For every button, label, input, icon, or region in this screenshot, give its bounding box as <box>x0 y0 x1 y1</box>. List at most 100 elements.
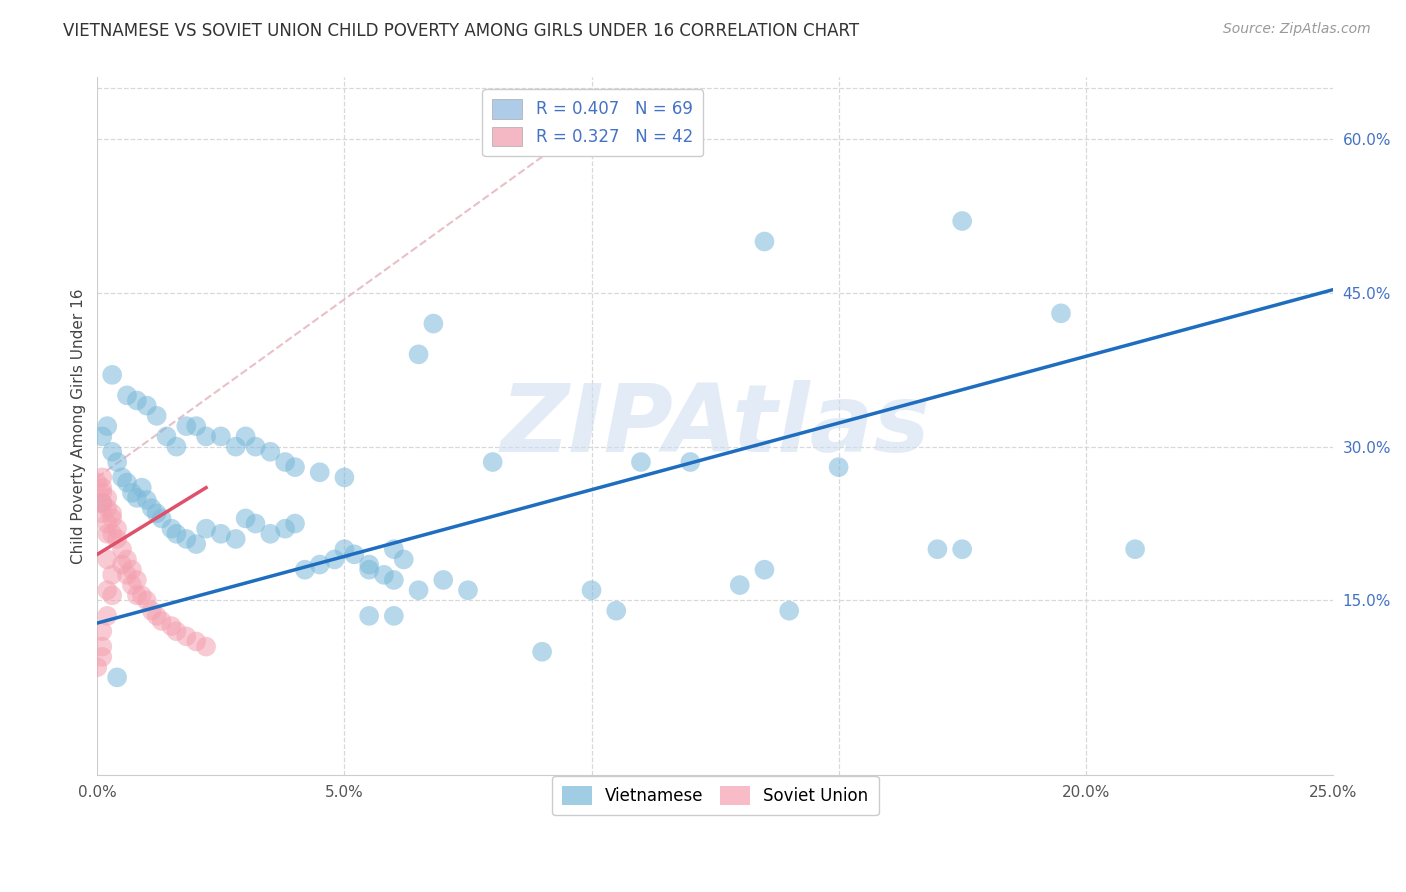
Point <box>101 511 124 525</box>
Point <box>96 552 118 566</box>
Point <box>96 501 118 516</box>
Point <box>728 578 751 592</box>
Point <box>91 624 114 639</box>
Point <box>284 516 307 531</box>
Point <box>308 558 330 572</box>
Point <box>101 368 124 382</box>
Point <box>392 552 415 566</box>
Point <box>754 235 776 249</box>
Point <box>115 567 138 582</box>
Point <box>96 516 118 531</box>
Point <box>150 511 173 525</box>
Point <box>235 511 257 525</box>
Point <box>245 516 267 531</box>
Point <box>754 563 776 577</box>
Point <box>308 465 330 479</box>
Point <box>950 214 973 228</box>
Point <box>481 455 503 469</box>
Point <box>111 470 134 484</box>
Point <box>827 460 849 475</box>
Point <box>160 619 183 633</box>
Point <box>359 608 381 623</box>
Point <box>382 608 405 623</box>
Point <box>125 393 148 408</box>
Point <box>176 532 198 546</box>
Point <box>96 608 118 623</box>
Point <box>115 475 138 490</box>
Point <box>333 470 356 484</box>
Point <box>195 522 218 536</box>
Point <box>209 526 232 541</box>
Point <box>333 542 356 557</box>
Point <box>323 552 346 566</box>
Point <box>186 419 208 434</box>
Point <box>131 481 153 495</box>
Point <box>86 660 108 674</box>
Point <box>141 604 163 618</box>
Point <box>225 532 247 546</box>
Point <box>135 399 157 413</box>
Point <box>135 593 157 607</box>
Point <box>101 567 124 582</box>
Point <box>373 567 395 582</box>
Point <box>165 526 187 541</box>
Point <box>274 522 297 536</box>
Point <box>186 634 208 648</box>
Point <box>1123 542 1146 557</box>
Point <box>605 604 627 618</box>
Point <box>176 419 198 434</box>
Point <box>630 455 652 469</box>
Point <box>91 496 114 510</box>
Point <box>145 608 167 623</box>
Point <box>284 460 307 475</box>
Point <box>343 547 366 561</box>
Point <box>165 440 187 454</box>
Point <box>111 542 134 557</box>
Y-axis label: Child Poverty Among Girls Under 16: Child Poverty Among Girls Under 16 <box>72 288 86 564</box>
Point <box>1050 306 1073 320</box>
Point <box>111 558 134 572</box>
Point <box>679 455 702 469</box>
Point <box>86 475 108 490</box>
Point <box>581 583 603 598</box>
Point <box>245 440 267 454</box>
Text: ZIPAtlas: ZIPAtlas <box>501 380 929 472</box>
Point <box>91 640 114 654</box>
Point <box>96 526 118 541</box>
Point <box>235 429 257 443</box>
Point <box>274 455 297 469</box>
Point <box>160 522 183 536</box>
Point <box>91 429 114 443</box>
Point <box>135 493 157 508</box>
Point <box>105 455 128 469</box>
Point <box>422 317 444 331</box>
Point <box>165 624 187 639</box>
Point <box>141 501 163 516</box>
Point <box>91 496 114 510</box>
Point <box>950 542 973 557</box>
Point <box>115 552 138 566</box>
Point <box>457 583 479 598</box>
Point <box>225 440 247 454</box>
Point <box>121 578 143 592</box>
Point <box>778 604 800 618</box>
Point <box>101 506 124 520</box>
Point <box>91 481 114 495</box>
Point <box>150 614 173 628</box>
Legend: Vietnamese, Soviet Union: Vietnamese, Soviet Union <box>551 776 879 815</box>
Point <box>155 429 177 443</box>
Point <box>121 485 143 500</box>
Point <box>131 588 153 602</box>
Point <box>259 526 281 541</box>
Point <box>195 640 218 654</box>
Point <box>176 629 198 643</box>
Point <box>531 645 554 659</box>
Point <box>91 470 114 484</box>
Point <box>432 573 454 587</box>
Point <box>927 542 949 557</box>
Point <box>91 506 114 520</box>
Point <box>125 588 148 602</box>
Point <box>96 491 118 505</box>
Point <box>91 649 114 664</box>
Point <box>105 532 128 546</box>
